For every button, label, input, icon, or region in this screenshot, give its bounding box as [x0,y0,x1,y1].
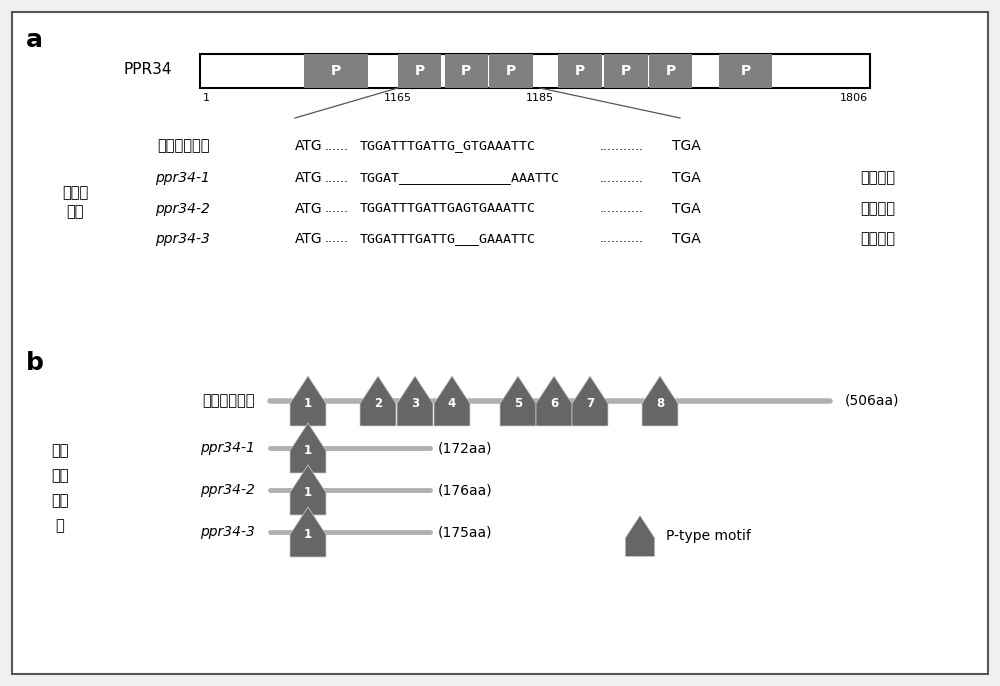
Text: ppr34-3: ppr34-3 [200,525,255,539]
Text: ...........: ........... [600,172,644,185]
Text: b: b [26,351,44,375]
Polygon shape [434,376,470,426]
Text: P: P [740,64,751,78]
Polygon shape [397,376,433,426]
Polygon shape [290,507,326,557]
Text: TGGATTTGATTG___GAAATTC: TGGATTTGATTG___GAAATTC [360,233,536,246]
Text: PPR34: PPR34 [124,62,172,78]
Text: 参考基因序列: 参考基因序列 [158,139,210,154]
Text: P: P [621,64,631,78]
Text: 1806: 1806 [840,93,868,103]
Text: 提前终止: 提前终止 [860,231,895,246]
Text: P-type motif: P-type motif [666,529,751,543]
Bar [398,54,441,88]
Bar [604,54,648,88]
Text: ATG: ATG [295,139,323,153]
Text: TGA: TGA [672,171,701,185]
Polygon shape [290,423,326,473]
Text: 1: 1 [203,93,210,103]
Text: TGGATTTGATTGAGTGAAATTC: TGGATTTGATTGAGTGAAATTC [360,202,536,215]
Bar [558,54,602,88]
Text: 1: 1 [304,528,312,541]
Bar [649,54,692,88]
Polygon shape [290,465,326,515]
FancyBboxPatch shape [12,12,988,674]
Text: ppr34-1: ppr34-1 [155,171,210,185]
Text: 2: 2 [374,397,382,410]
Text: ......: ...... [325,202,349,215]
Text: TGA: TGA [672,232,701,246]
Text: (175aa): (175aa) [438,525,492,539]
Text: TGGATTTGATTG_GTGAAATTC: TGGATTTGATTG_GTGAAATTC [360,139,536,152]
Polygon shape [290,376,326,426]
Text: 突变体: 突变体 [62,185,88,200]
Text: ......: ...... [325,139,349,152]
Text: ...........: ........... [600,139,644,152]
Polygon shape [500,376,536,426]
Text: 提前终止: 提前终止 [860,171,895,185]
Text: ...........: ........... [600,233,644,246]
Text: P: P [506,64,516,78]
Text: 白结: 白结 [51,493,69,508]
Polygon shape [625,515,655,556]
Polygon shape [572,376,608,426]
Text: (172aa): (172aa) [438,441,492,455]
Text: ppr34-1: ppr34-1 [200,441,255,455]
Text: ...........: ........... [600,202,644,215]
Text: 参考蛋白结构: 参考蛋白结构 [202,394,255,408]
Bar [445,54,488,88]
Text: 构: 构 [56,519,64,534]
Text: TGA: TGA [672,202,701,216]
Text: (506aa): (506aa) [845,394,900,408]
Text: 1165: 1165 [384,93,412,103]
Text: 4: 4 [448,397,456,410]
Text: TGA: TGA [672,139,701,153]
Polygon shape [360,376,396,426]
Text: P: P [331,64,341,78]
Text: ppr34-2: ppr34-2 [155,202,210,216]
Text: ppr34-2: ppr34-2 [200,483,255,497]
Text: ATG: ATG [295,171,323,185]
Text: 3: 3 [411,397,419,410]
Polygon shape [642,376,678,426]
Text: P: P [575,64,585,78]
Text: (176aa): (176aa) [438,483,493,497]
Text: 1: 1 [304,444,312,457]
Text: 体蛋: 体蛋 [51,469,69,484]
Text: ......: ...... [325,233,349,246]
Text: ppr34-3: ppr34-3 [155,232,210,246]
Bar [489,54,533,88]
Text: 5: 5 [514,397,522,410]
Text: 6: 6 [550,397,558,410]
Text: 1185: 1185 [526,93,554,103]
Text: ATG: ATG [295,202,323,216]
Text: ......: ...... [325,172,349,185]
Text: 提前终止: 提前终止 [860,202,895,217]
Text: 序列: 序列 [66,204,84,220]
Text: P: P [414,64,425,78]
Text: 1: 1 [304,397,312,410]
Text: a: a [26,28,43,52]
Bar [200,54,870,88]
Text: 7: 7 [586,397,594,410]
Text: ATG: ATG [295,232,323,246]
Text: TGGAT______________AAATTC: TGGAT______________AAATTC [360,172,560,185]
Text: 突变: 突变 [51,444,69,458]
Text: 8: 8 [656,397,664,410]
Polygon shape [536,376,572,426]
Bar [304,54,368,88]
Text: 1: 1 [304,486,312,499]
Text: P: P [461,64,471,78]
Bar [719,54,772,88]
Text: P: P [666,64,676,78]
